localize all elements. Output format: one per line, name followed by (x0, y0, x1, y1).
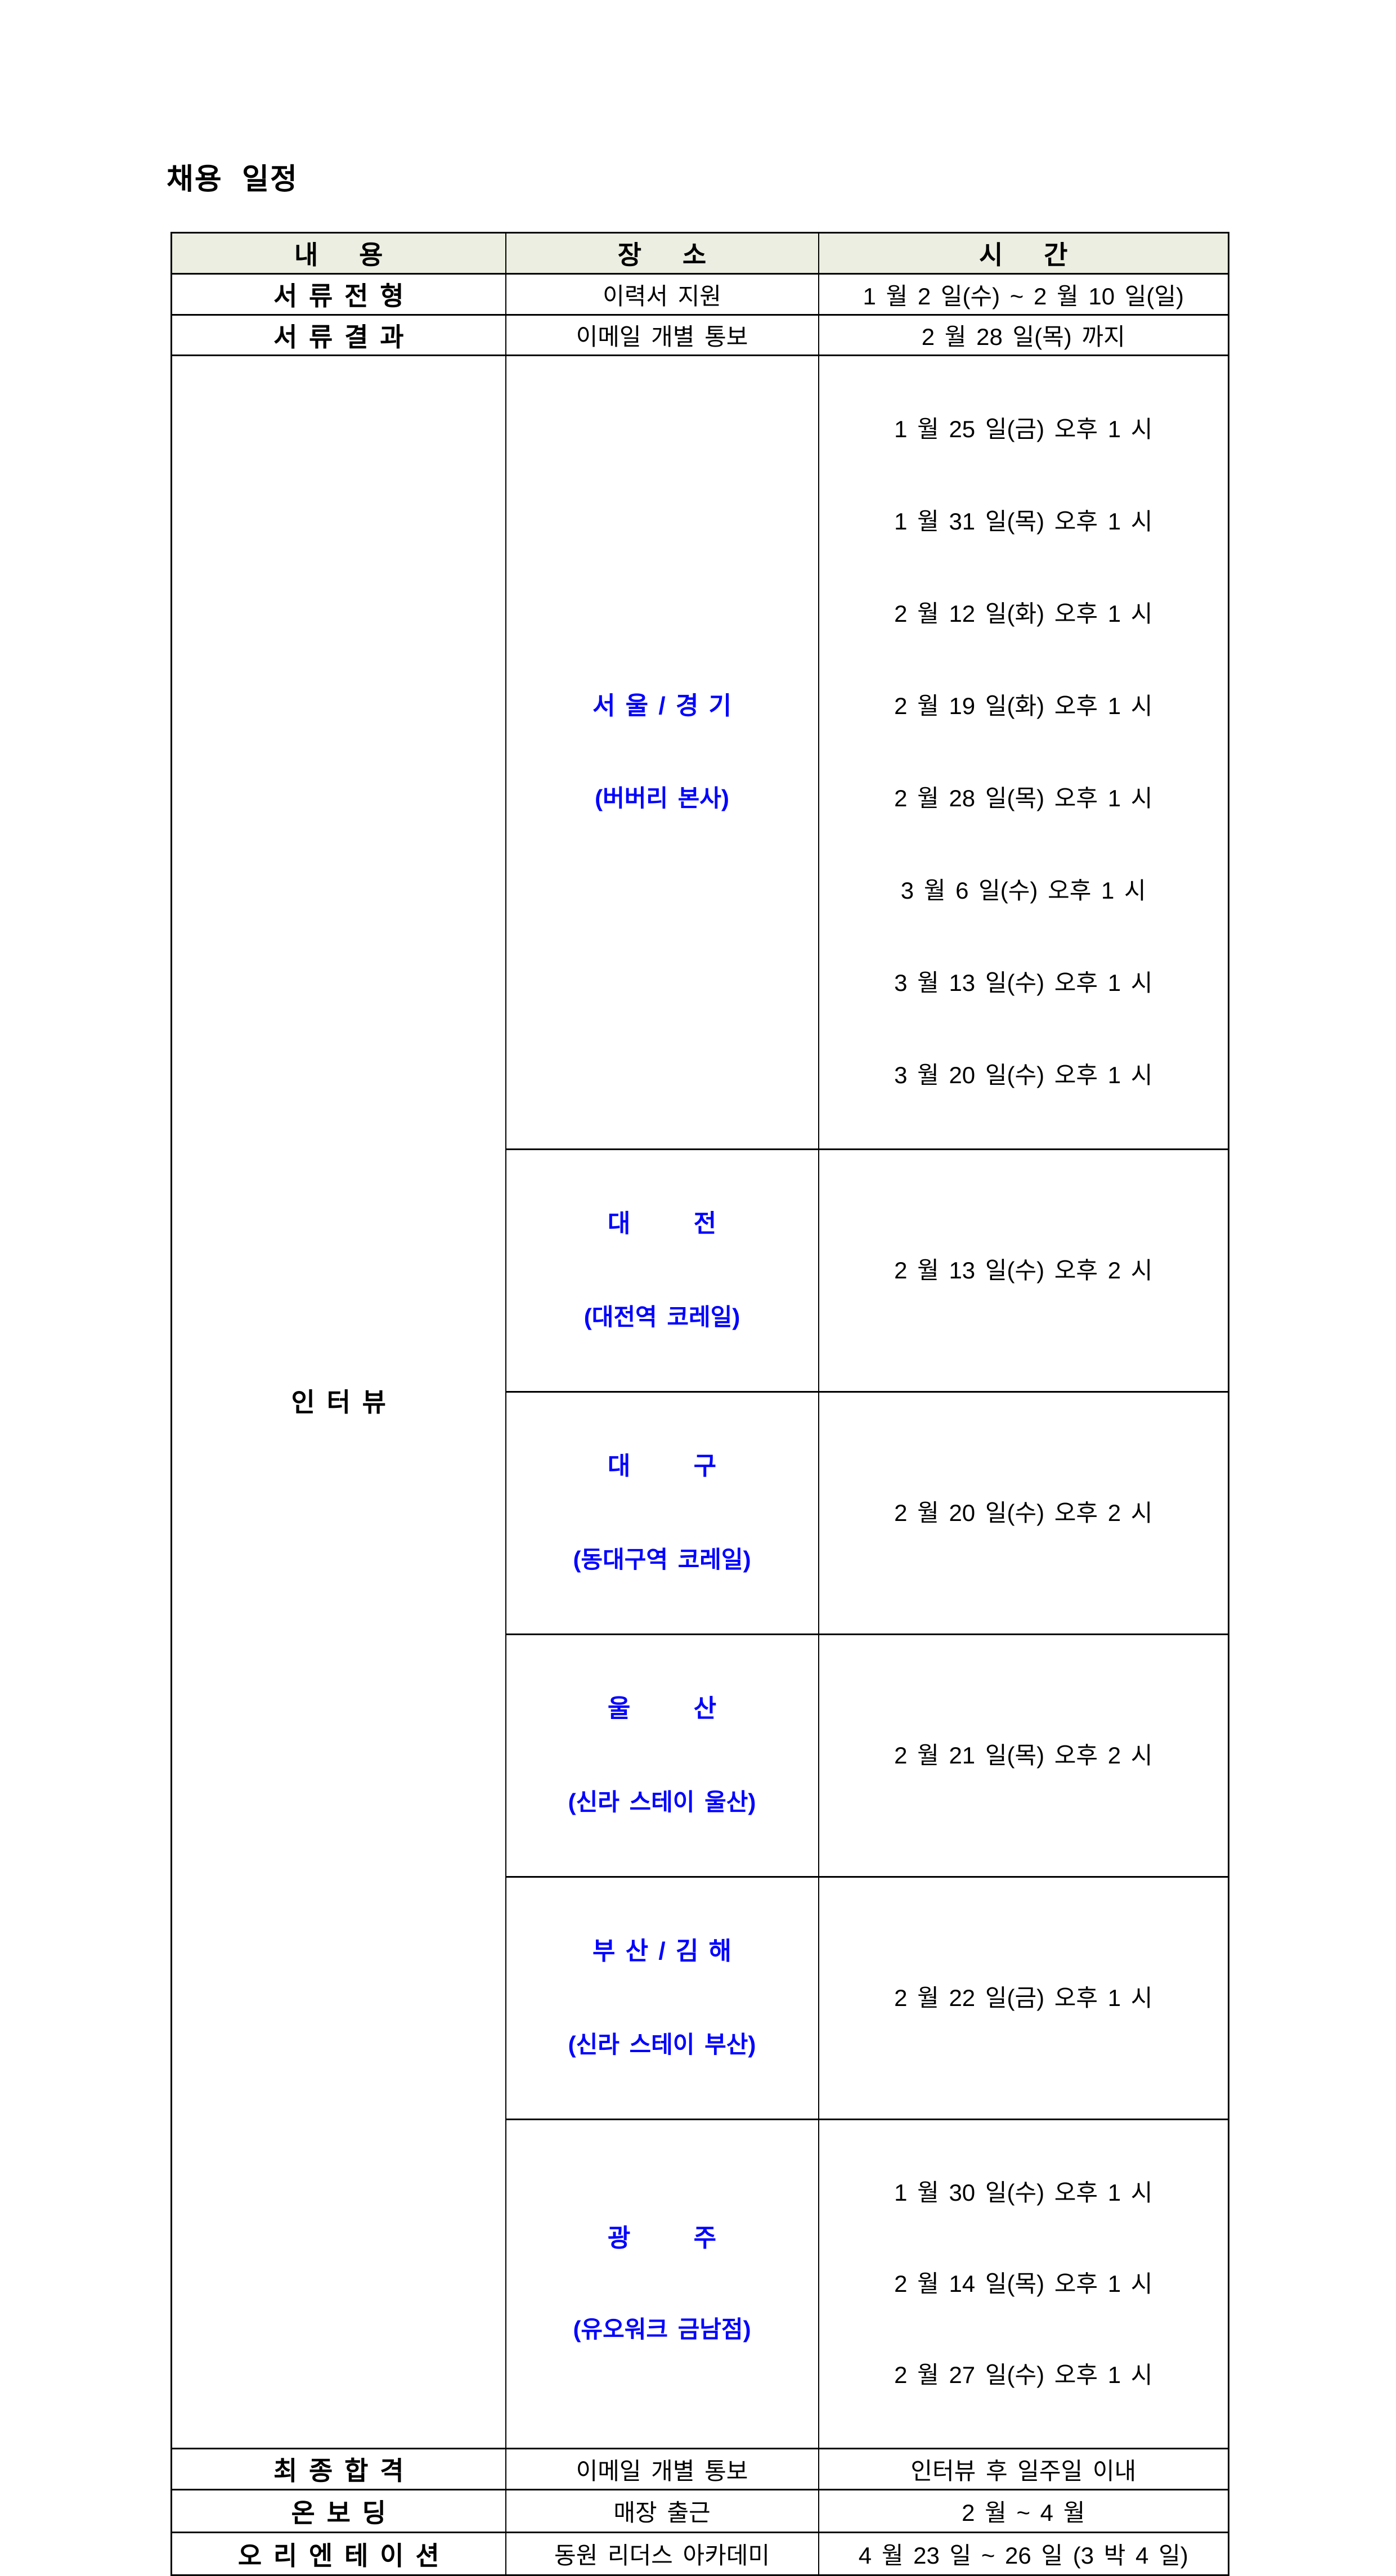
interview-time: 2 월 20 일(수) 오후 2 시 (894, 1500, 1153, 1526)
interview-time: 2 월 12 일(화) 오후 1 시 (894, 600, 1153, 627)
interview-city-seoul: 서 울 / 경 기 (592, 692, 732, 720)
column-header-content: 내 용 (170, 232, 506, 275)
screening-label: 서 류 전 형 (170, 273, 506, 316)
interview-city-daejeon: 대 전 (607, 1210, 717, 1237)
interview-time: 2 월 19 일(화) 오후 1 시 (894, 693, 1153, 719)
interview-city-ulsan: 울 산 (607, 1695, 717, 1722)
recruitment-schedule-table: 내 용 장 소 시 간 서 류 전 형 이력서 지원 1 월 2 일(수) ~ … (170, 232, 1229, 2576)
table-row-interview-seoul: 인 터 뷰 서 울 / 경 기 (버버리 본사) 1 월 25 일(금) 오후 … (170, 354, 1229, 2449)
interview-time: 2 월 22 일(금) 오후 1 시 (894, 1985, 1153, 2011)
interview-label: 인 터 뷰 (170, 354, 506, 2449)
table-row-screening: 서 류 전 형 이력서 지원 1 월 2 일(수) ~ 2 월 10 일(일) (170, 273, 1229, 316)
table-row-interview-ulsan: 울 산 (신라 스테이 울산) 2 월 21 일(목) 오후 2 시 (172, 1633, 1229, 1878)
orientation-location: 동원 리더스 아카데미 (505, 2532, 819, 2576)
interview-city-gwangju: 광 주 (607, 2224, 717, 2252)
final-pass-location: 이메일 개별 통보 (505, 2448, 819, 2490)
interview-time: 2 월 27 일(수) 오후 1 시 (894, 2362, 1153, 2388)
interview-time: 2 월 28 일(목) 오후 1 시 (894, 785, 1153, 811)
interview-time: 2 월 13 일(수) 오후 2 시 (894, 1257, 1153, 1283)
screening-location: 이력서 지원 (505, 273, 819, 316)
orientation-label: 오 리 엔 테 이 션 (170, 2532, 506, 2576)
interview-venue-daegu: (동대구역 코레일) (573, 1546, 751, 1573)
interview-time: 3 월 6 일(수) 오후 1 시 (900, 877, 1146, 904)
interview-time: 1 월 25 일(금) 오후 1 시 (894, 416, 1153, 442)
column-header-time: 시 간 (818, 232, 1229, 275)
interview-city-daegu: 대 구 (607, 1452, 717, 1480)
table-header-row: 내 용 장 소 시 간 (170, 232, 1229, 275)
table-row-onboarding: 온 보 딩 매장 출근 2 월 ~ 4 월 (170, 2489, 1229, 2533)
interview-venue-gwangju: (유오워크 금남점) (573, 2316, 751, 2342)
column-header-location: 장 소 (505, 232, 819, 275)
screening-result-location: 이메일 개별 통보 (505, 314, 819, 356)
final-pass-time: 인터뷰 후 일주일 이내 (818, 2448, 1229, 2490)
interview-time: 3 월 20 일(수) 오후 1 시 (894, 1062, 1153, 1088)
interview-time: 2 월 21 일(목) 오후 2 시 (894, 1742, 1153, 1769)
interview-venue-daejeon: (대전역 코레일) (583, 1304, 740, 1330)
interview-city-busan: 부 산 / 김 해 (592, 1937, 732, 1965)
interview-venue-busan: (신라 스테이 부산) (568, 2031, 756, 2058)
onboarding-time: 2 월 ~ 4 월 (818, 2489, 1229, 2533)
orientation-time: 4 월 23 일 ~ 26 일 (3 박 4 일) (818, 2532, 1229, 2576)
interview-time: 2 월 14 일(목) 오후 1 시 (894, 2270, 1153, 2297)
screening-result-label: 서 류 결 과 (170, 314, 506, 356)
interview-time: 1 월 31 일(목) 오후 1 시 (894, 508, 1153, 535)
screening-result-time: 2 월 28 일(목) 까지 (818, 314, 1229, 356)
final-pass-label: 최 종 합 격 (170, 2448, 506, 2490)
table-row-orientation: 오 리 엔 테 이 션 동원 리더스 아카데미 4 월 23 일 ~ 26 일 … (170, 2532, 1229, 2576)
interview-venue-ulsan: (신라 스테이 울산) (568, 1789, 756, 1815)
table-row-screening-result: 서 류 결 과 이메일 개별 통보 2 월 28 일(목) 까지 (170, 314, 1229, 356)
interview-venue-seoul: (버버리 본사) (595, 785, 729, 811)
page-title: 채용 일정 (167, 163, 298, 196)
interview-time: 3 월 13 일(수) 오후 1 시 (894, 970, 1153, 996)
screening-time: 1 월 2 일(수) ~ 2 월 10 일(일) (818, 273, 1229, 316)
onboarding-location: 매장 출근 (505, 2489, 819, 2533)
table-row-interview-daegu: 대 구 (동대구역 코레일) 2 월 20 일(수) 오후 2 시 (172, 1391, 1229, 1635)
table-row-interview-daejeon: 대 전 (대전역 코레일) 2 월 13 일(수) 오후 2 시 (172, 1148, 1229, 1393)
document-page: 채용 일정 내 용 장 소 시 간 서 류 전 형 이력서 지원 1 월 2 일… (167, 163, 1229, 2576)
onboarding-label: 온 보 딩 (170, 2489, 506, 2533)
table-row-final-pass: 최 종 합 격 이메일 개별 통보 인터뷰 후 일주일 이내 (170, 2448, 1229, 2490)
interview-time: 1 월 30 일(수) 오후 1 시 (894, 2179, 1153, 2206)
